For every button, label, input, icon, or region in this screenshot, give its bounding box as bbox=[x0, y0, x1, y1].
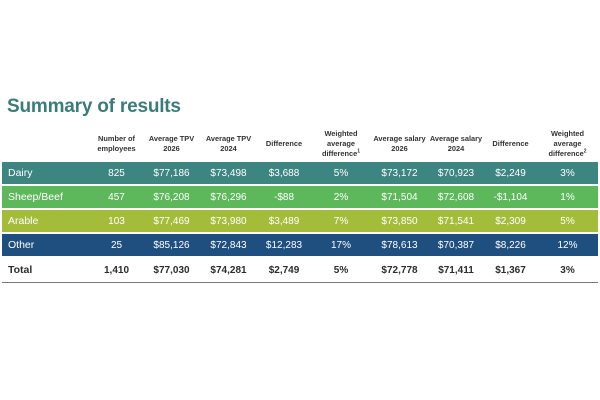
cell-tpv-difference: $3,489 bbox=[257, 209, 311, 234]
cell-salary-2024: $70,923 bbox=[428, 162, 484, 186]
cell-salary-2026: $78,613 bbox=[371, 233, 428, 258]
row-label: Total bbox=[2, 257, 90, 283]
row-label: Dairy bbox=[2, 162, 90, 186]
cell-employees: 825 bbox=[90, 162, 143, 186]
cell-tpv-weighted-difference: 5% bbox=[311, 162, 371, 186]
cell-salary-2026: $73,850 bbox=[371, 209, 428, 234]
header-salary-weighted-label: Weighted average difference bbox=[548, 129, 585, 158]
header-category bbox=[2, 126, 90, 162]
cell-employees: 103 bbox=[90, 209, 143, 234]
cell-tpv-2024: $72,843 bbox=[200, 233, 257, 258]
results-table: Number of employees Average TPV 2026 Ave… bbox=[2, 126, 598, 283]
cell-tpv-2026: $77,469 bbox=[143, 209, 200, 234]
cell-tpv-2024: $74,281 bbox=[200, 257, 257, 283]
cell-salary-2024: $71,411 bbox=[428, 257, 484, 283]
header-tpv-difference: Difference bbox=[265, 139, 303, 148]
cell-tpv-weighted-difference: 7% bbox=[311, 209, 371, 234]
cell-tpv-difference: -$88 bbox=[257, 185, 311, 210]
cell-salary-weighted-difference: 3% bbox=[537, 162, 598, 186]
cell-tpv-2026: $77,030 bbox=[143, 257, 200, 283]
header-tpv-weighted-difference: Weighted average difference1 bbox=[311, 126, 371, 162]
cell-tpv-weighted-difference: 17% bbox=[311, 233, 371, 258]
cell-tpv-difference: $2,749 bbox=[257, 257, 311, 283]
header-tpv-2026: Average TPV 2026 bbox=[148, 134, 195, 153]
header-tpv-2024: Average TPV 2024 bbox=[205, 134, 252, 153]
table-row-dairy: Dairy 825 $77,186 $73,498 $3,688 5% $73,… bbox=[2, 162, 598, 186]
table-row-total: Total 1,410 $77,030 $74,281 $2,749 5% $7… bbox=[2, 257, 598, 283]
row-label: Other bbox=[2, 233, 90, 258]
cell-tpv-weighted-difference: 2% bbox=[311, 185, 371, 210]
cell-salary-difference: $2,309 bbox=[484, 209, 537, 234]
header-tpv-weighted-label: Weighted average difference bbox=[321, 129, 358, 158]
header-salary-2026: Average salary 2026 bbox=[373, 134, 426, 153]
cell-employees: 25 bbox=[90, 233, 143, 258]
cell-salary-difference: $2,249 bbox=[484, 162, 537, 186]
cell-salary-2024: $71,541 bbox=[428, 209, 484, 234]
cell-tpv-2024: $73,498 bbox=[200, 162, 257, 186]
cell-salary-2026: $72,778 bbox=[371, 257, 428, 283]
cell-employees: 457 bbox=[90, 185, 143, 210]
cell-tpv-2026: $76,208 bbox=[143, 185, 200, 210]
cell-salary-weighted-difference: 5% bbox=[537, 209, 598, 234]
cell-salary-difference: -$1,104 bbox=[484, 185, 537, 210]
cell-salary-2024: $72,608 bbox=[428, 185, 484, 210]
cell-employees: 1,410 bbox=[90, 257, 143, 283]
cell-tpv-2026: $85,126 bbox=[143, 233, 200, 258]
header-employees: Number of employees bbox=[97, 134, 136, 153]
table-row-sheep-beef: Sheep/Beef 457 $76,208 $76,296 -$88 2% $… bbox=[2, 185, 598, 210]
page-title: Summary of results bbox=[7, 96, 181, 117]
cell-salary-2024: $70,387 bbox=[428, 233, 484, 258]
footnote-mark: 2 bbox=[583, 148, 587, 155]
cell-salary-difference: $8,226 bbox=[484, 233, 537, 258]
cell-tpv-2026: $77,186 bbox=[143, 162, 200, 186]
cell-salary-weighted-difference: 1% bbox=[537, 185, 598, 210]
footnote-mark: 1 bbox=[357, 148, 361, 155]
cell-salary-difference: $1,367 bbox=[484, 257, 537, 283]
cell-salary-weighted-difference: 12% bbox=[537, 233, 598, 258]
header-salary-2024: Average salary 2024 bbox=[429, 134, 483, 153]
table-row-arable: Arable 103 $77,469 $73,980 $3,489 7% $73… bbox=[2, 209, 598, 234]
row-label: Arable bbox=[2, 209, 90, 234]
cell-tpv-2024: $73,980 bbox=[200, 209, 257, 234]
cell-tpv-difference: $3,688 bbox=[257, 162, 311, 186]
cell-tpv-2024: $76,296 bbox=[200, 185, 257, 210]
header-salary-weighted-difference: Weighted average difference2 bbox=[537, 126, 598, 162]
cell-salary-weighted-difference: 3% bbox=[537, 257, 598, 283]
table-header-row: Number of employees Average TPV 2026 Ave… bbox=[2, 126, 598, 162]
cell-tpv-difference: $12,283 bbox=[257, 233, 311, 258]
table-row-other: Other 25 $85,126 $72,843 $12,283 17% $78… bbox=[2, 233, 598, 258]
cell-salary-2026: $73,172 bbox=[371, 162, 428, 186]
cell-tpv-weighted-difference: 5% bbox=[311, 257, 371, 283]
cell-salary-2026: $71,504 bbox=[371, 185, 428, 210]
header-salary-difference: Difference bbox=[492, 139, 529, 148]
row-label: Sheep/Beef bbox=[2, 185, 90, 210]
